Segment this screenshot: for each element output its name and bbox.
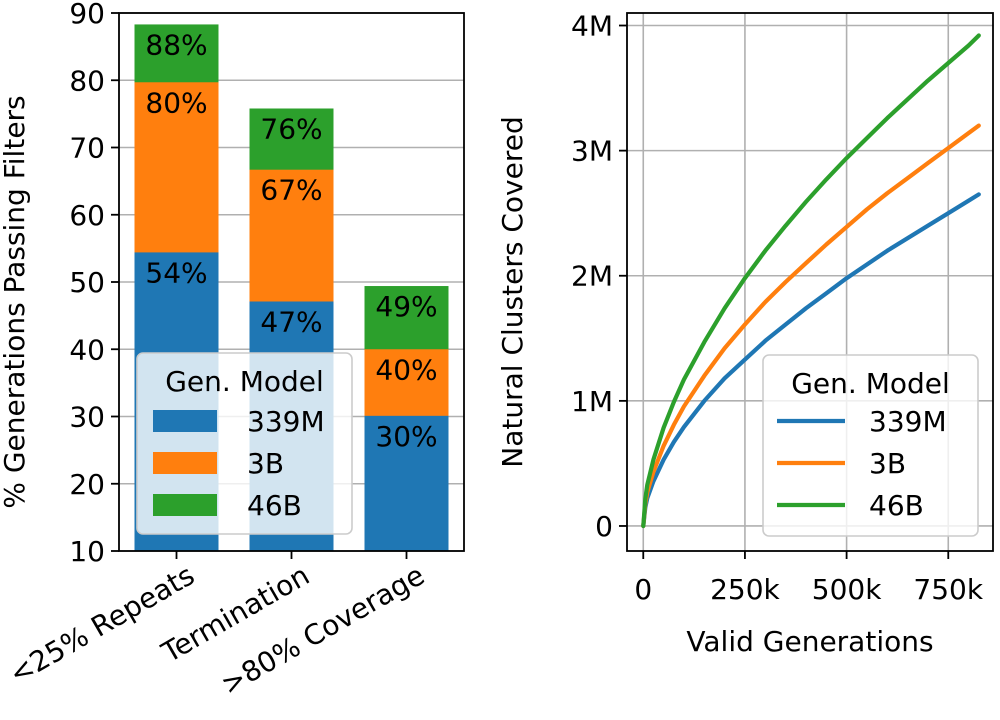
y-tick-label: 80 [69, 64, 105, 97]
bar-value-label: 80% [145, 86, 207, 119]
legend-swatch-339m [153, 410, 217, 432]
series-line-3b [641, 123, 981, 529]
y-tick-label: 20 [69, 468, 105, 501]
x-tick-label: 750k [913, 573, 983, 606]
y-tick-label: 3M [571, 135, 613, 168]
y-tick-label: 1M [571, 385, 613, 418]
y-tick-label: 0 [595, 510, 613, 543]
series-line-339m [641, 192, 981, 529]
plot-frame [626, 12, 994, 552]
y-tick-label: 90 [69, 0, 105, 30]
y-tick-label: 4M [571, 10, 613, 43]
bar-value-label: 40% [375, 353, 437, 386]
legend-title: Gen. Model [165, 365, 324, 398]
bar-value-label: 54% [145, 256, 207, 289]
legend-title: Gen. Model [791, 367, 950, 400]
y-tick-label: 10 [69, 535, 105, 568]
series-line-46b [641, 33, 981, 529]
x-tick-label: <25% Repeats [4, 558, 200, 690]
legend-swatch-46b [153, 494, 217, 516]
y-axis-label: % Generations Passing Filters [0, 95, 31, 508]
legend-label-3b: 3B [247, 447, 284, 480]
legend-label-46b: 46B [247, 489, 302, 522]
y-tick-label: 40 [69, 333, 105, 366]
left-bar-chart: 88% 76% 49% 80% 67% 40% 54% 47% 30% 10 20 30 40 50 60 7… [0, 0, 465, 701]
y-tick-label: 70 [69, 132, 105, 165]
bar-339m-80-coverage [364, 415, 449, 551]
x-tick-label: 250k [710, 573, 780, 606]
bar-value-label: 47% [260, 306, 322, 339]
legend-box [762, 354, 979, 537]
legend-swatch-3b [153, 452, 217, 474]
y-tick-label: 50 [69, 266, 105, 299]
legend-label-339m: 339M [869, 405, 947, 438]
x-tick-label: >80% Coverage [215, 558, 430, 701]
legend-label-3b: 3B [869, 447, 906, 480]
y-tick-label: 2M [571, 260, 613, 293]
legend-box [136, 352, 353, 535]
right-line-chart: 0 1M 2M 3M 4M 0 250k 500k 750k Valid Generations N… [496, 10, 994, 658]
y-tick-label: 60 [69, 199, 105, 232]
bar-value-label: 88% [145, 28, 207, 61]
x-tick-label: 500k [812, 573, 882, 606]
bar-value-label: 49% [375, 290, 437, 323]
x-axis-label: Valid Generations [686, 625, 933, 658]
bar-value-label: 67% [260, 174, 322, 207]
bar-value-label: 76% [260, 112, 322, 145]
x-tick-label: 0 [634, 573, 652, 606]
bar-value-label: 30% [375, 420, 437, 453]
legend-label-339m: 339M [247, 405, 325, 438]
y-axis-label: Natural Clusters Covered [496, 116, 529, 467]
legend-label-46b: 46B [869, 489, 924, 522]
y-tick-label: 30 [69, 401, 105, 434]
